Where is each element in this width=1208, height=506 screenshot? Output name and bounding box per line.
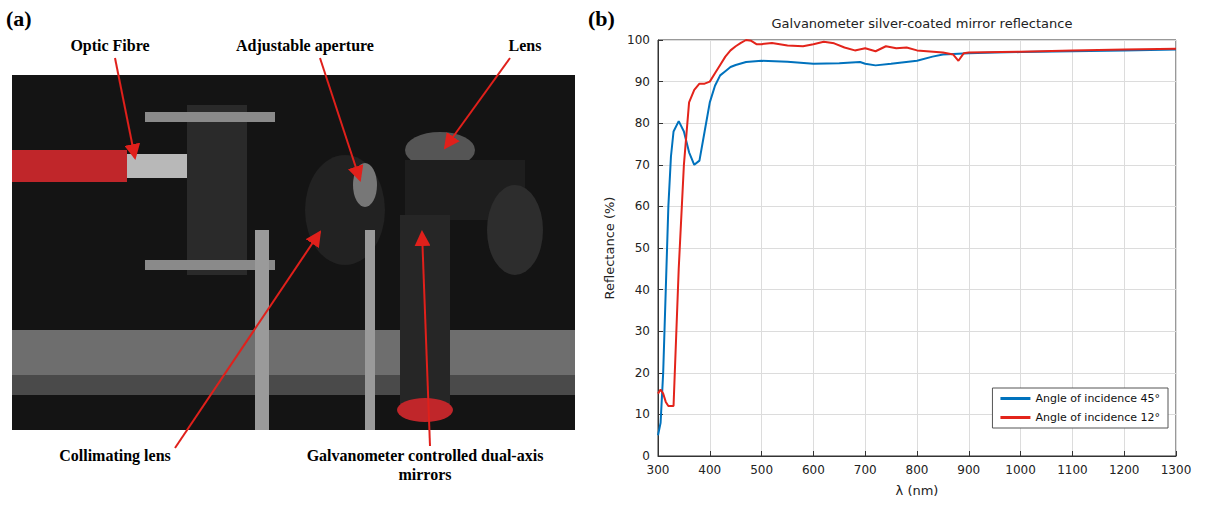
svg-text:Angle of incidence 45°: Angle of incidence 45° xyxy=(1035,392,1160,405)
html-text:Optic Fibre: Optic Fibre xyxy=(70,37,150,54)
svg-text:300: 300 xyxy=(647,463,670,477)
html-text:Collimating lens: Collimating lens xyxy=(59,447,171,464)
svg-text:Angle of incidence 12°: Angle of incidence 12° xyxy=(1035,411,1160,424)
svg-text:400: 400 xyxy=(698,463,721,477)
svg-text:90: 90 xyxy=(635,75,650,89)
html-text:(b): (b) xyxy=(588,6,615,31)
html-text:Adjustable aperture: Adjustable aperture xyxy=(236,37,374,54)
svg-text:800: 800 xyxy=(906,463,929,477)
svg-text:Galvanometer silver-coated mir: Galvanometer silver-coated mirror reflec… xyxy=(772,16,1073,31)
html-text:Lens: Lens xyxy=(508,37,542,54)
svg-text:80: 80 xyxy=(635,116,650,130)
svg-text:1000: 1000 xyxy=(1005,463,1036,477)
svg-text:Reflectance (%): Reflectance (%) xyxy=(602,197,617,300)
svg-text:600: 600 xyxy=(802,463,825,477)
svg-text:10: 10 xyxy=(635,407,650,421)
svg-text:0: 0 xyxy=(642,449,650,463)
svg-text:60: 60 xyxy=(635,199,650,213)
svg-text:900: 900 xyxy=(957,463,980,477)
svg-text:30: 30 xyxy=(635,324,650,338)
svg-text:50: 50 xyxy=(635,241,650,255)
svg-text:70: 70 xyxy=(635,158,650,172)
svg-text:1200: 1200 xyxy=(1109,463,1140,477)
html-text:(a): (a) xyxy=(6,6,32,31)
svg-text:20: 20 xyxy=(635,366,650,380)
html-text:Galvanometer controlled dual-a: Galvanometer controlled dual-axis mirror… xyxy=(306,447,544,483)
svg-text:λ (nm): λ (nm) xyxy=(896,483,939,498)
svg-text:1300: 1300 xyxy=(1161,463,1192,477)
svg-text:100: 100 xyxy=(627,33,650,47)
svg-text:40: 40 xyxy=(635,283,650,297)
svg-text:500: 500 xyxy=(750,463,773,477)
svg-text:1100: 1100 xyxy=(1057,463,1088,477)
svg-text:700: 700 xyxy=(854,463,877,477)
